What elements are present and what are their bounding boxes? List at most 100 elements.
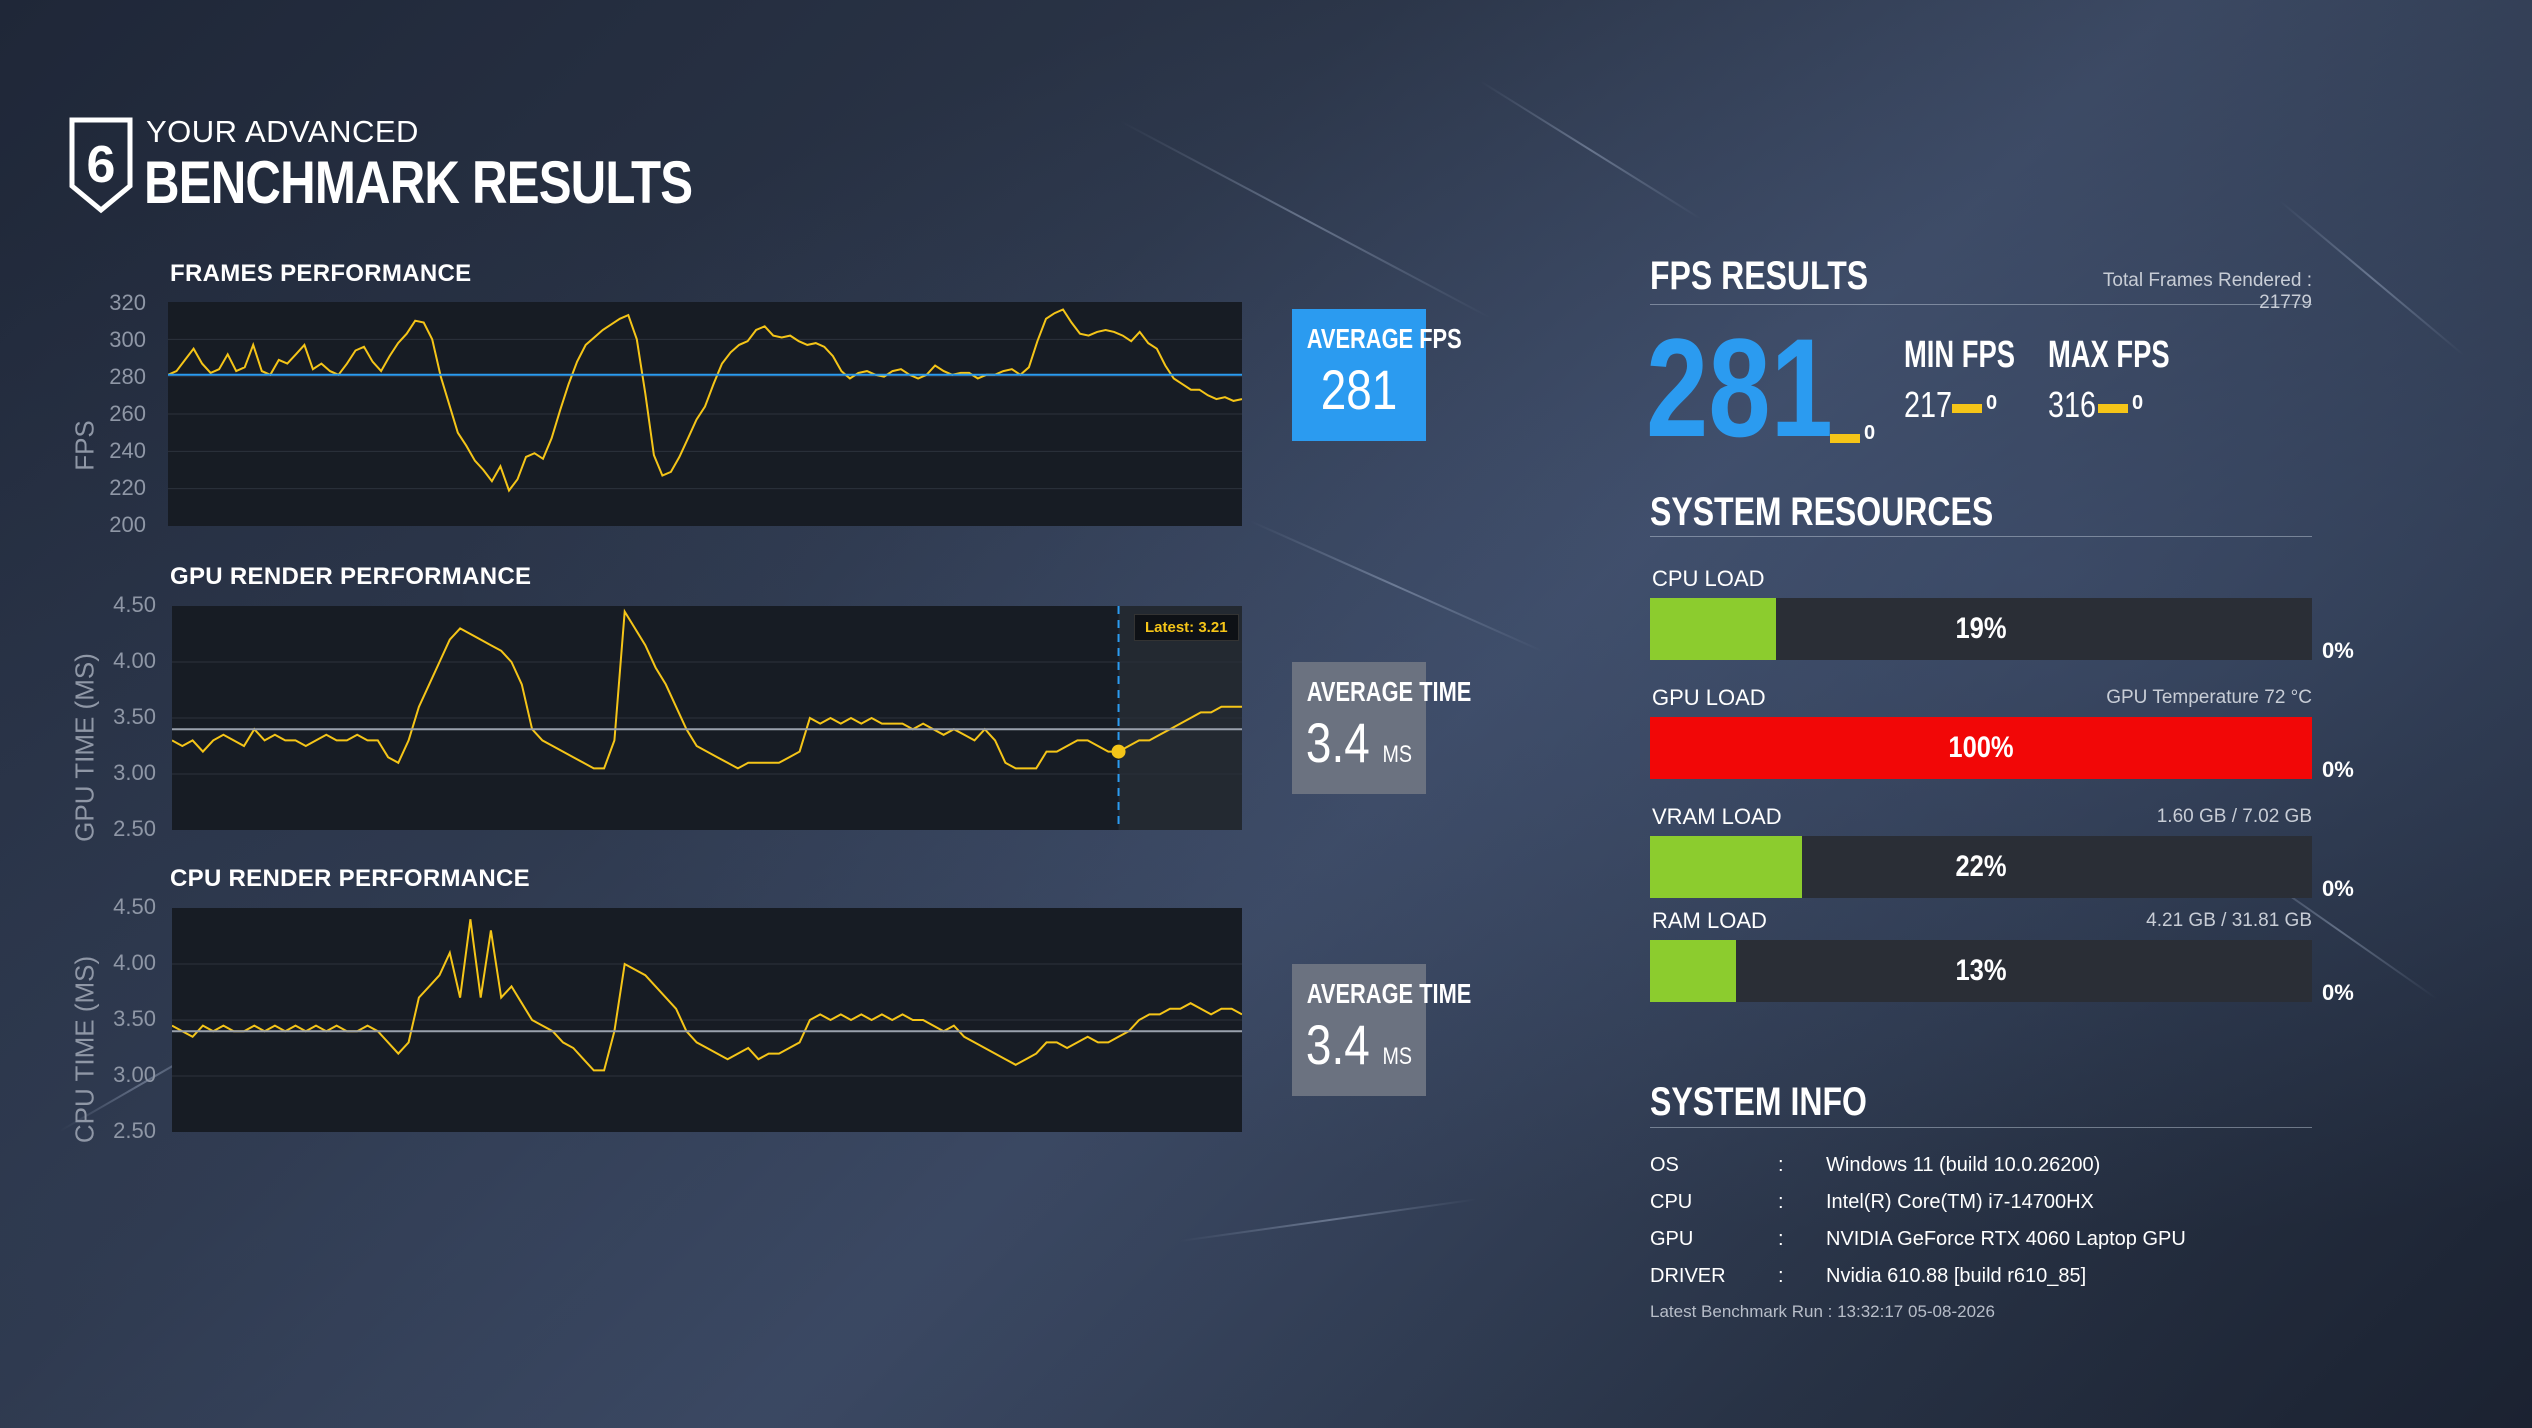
info-separator: : xyxy=(1778,1191,1784,1213)
average-cpu-time-card: AVERAGE TIME 3.4 MS xyxy=(1292,964,1472,1096)
resource-label: CPU LOAD xyxy=(1652,566,1765,591)
logo-digit: 6 xyxy=(87,136,116,194)
cpu-chart-title: CPU RENDER PERFORMANCE xyxy=(170,865,530,892)
cpu-chart xyxy=(171,908,1243,1132)
background-streak xyxy=(1179,1198,1478,1242)
resource-gpu-load: GPU LOAD GPU Temperature 72 °C 100% 0% xyxy=(1650,685,2370,782)
y-tick: 4.00 xyxy=(113,950,156,975)
y-tick: 3.50 xyxy=(113,704,156,729)
frames-chart-title: FRAMES PERFORMANCE xyxy=(170,260,472,287)
max-fps-label: MAX FPS xyxy=(2048,334,2170,376)
resource-delta: 0% xyxy=(2322,638,2354,663)
info-value-gpu: NVIDIA GeForce RTX 4060 Laptop GPU xyxy=(1826,1228,2186,1250)
info-separator: : xyxy=(1778,1154,1784,1176)
resource-bar: 13% xyxy=(1650,940,2312,1002)
frames-chart-plot xyxy=(167,308,1243,493)
average-gpu-time-unit: MS xyxy=(1382,741,1413,768)
gpu-y-ticks: 4.50 4.00 3.50 3.00 2.50 xyxy=(86,592,166,841)
divider xyxy=(1650,536,2312,537)
avg-fps-delta: 0 xyxy=(1864,422,1876,444)
resource-bar-fill xyxy=(1650,836,1803,898)
resource-label: GPU LOAD xyxy=(1652,685,1766,710)
min-fps-label: MIN FPS xyxy=(1904,334,2015,376)
average-gpu-time-label: AVERAGE TIME xyxy=(1306,676,1472,707)
average-cpu-time-label: AVERAGE TIME xyxy=(1306,978,1472,1009)
average-fps-value: 281 xyxy=(1320,358,1398,421)
system-info-title: SYSTEM INFO xyxy=(1650,1080,1867,1124)
resource-cpu-load: CPU LOAD 19% 0% xyxy=(1650,566,2370,663)
y-tick: 240 xyxy=(109,438,146,463)
max-fps-value: 316 xyxy=(2048,384,2097,425)
frames-y-ticks: 320 300 280 260 240 220 200 xyxy=(76,290,156,537)
min-fps-value: 217 xyxy=(1904,384,1953,425)
divider xyxy=(1650,304,2312,305)
latest-point xyxy=(1111,744,1126,759)
resource-vram-load: VRAM LOAD 1.60 GB / 7.02 GB 22% 0% xyxy=(1650,804,2370,901)
series-line xyxy=(171,919,1243,1072)
resource-label: VRAM LOAD xyxy=(1652,804,1782,829)
background-streak xyxy=(1479,80,1702,220)
resource-delta: 0% xyxy=(2322,980,2354,1005)
title-small: YOUR ADVANCED xyxy=(146,114,419,149)
resource-label: RAM LOAD xyxy=(1652,908,1767,933)
gpu-chart-plot xyxy=(171,606,1242,830)
info-value-driver: Nvidia 610.88 [build r610_85] xyxy=(1826,1265,2087,1287)
series-line xyxy=(167,308,1243,493)
series-line xyxy=(171,608,1242,770)
resource-ram-load: RAM LOAD 4.21 GB / 31.81 GB 13% 0% xyxy=(1650,908,2370,1005)
y-tick: 2.50 xyxy=(113,816,156,841)
info-separator: : xyxy=(1778,1228,1784,1250)
y-tick: 2.50 xyxy=(113,1118,156,1143)
background-streak xyxy=(1119,120,1492,320)
y-tick: 320 xyxy=(109,290,146,315)
max-fps-delta: 0 xyxy=(2132,392,2144,414)
gpu-chart-title: GPU RENDER PERFORMANCE xyxy=(170,563,532,590)
resource-percent: 100% xyxy=(1948,731,2014,764)
latest-benchmark-run: Latest Benchmark Run : 13:32:17 05-08-20… xyxy=(1650,1302,1995,1321)
divider xyxy=(1650,1127,2312,1128)
resource-percent: 13% xyxy=(1955,954,2007,987)
average-gpu-time-card: AVERAGE TIME 3.4 MS xyxy=(1292,662,1472,794)
y-tick: 4.50 xyxy=(113,894,156,919)
y-tick: 300 xyxy=(109,327,146,352)
y-tick: 3.00 xyxy=(113,760,156,785)
resource-bar-fill xyxy=(1650,940,1737,1002)
y-tick: 4.00 xyxy=(113,648,156,673)
resource-bar-fill xyxy=(1650,598,1776,660)
cpu-chart-plot xyxy=(171,919,1243,1077)
average-cpu-time-unit: MS xyxy=(1382,1043,1413,1070)
resource-bar: 22% xyxy=(1650,836,2312,898)
resource-delta: 0% xyxy=(2322,757,2354,782)
y-tick: 220 xyxy=(109,475,146,500)
info-key-cpu: CPU xyxy=(1650,1191,1693,1213)
ram-usage: 4.21 GB / 31.81 GB xyxy=(2146,910,2312,931)
resource-percent: 19% xyxy=(1955,612,2007,645)
avg-delta-dash-icon xyxy=(1830,434,1860,443)
info-key-driver: DRIVER xyxy=(1650,1265,1726,1287)
page-title: BENCHMARK RESULTS xyxy=(144,149,693,216)
total-frames: Total Frames Rendered : 21779 xyxy=(2102,270,2312,313)
average-fps-card: AVERAGE FPS 281 xyxy=(1292,309,1462,441)
min-fps-delta: 0 xyxy=(1986,392,1998,414)
info-key-os: OS xyxy=(1650,1154,1679,1176)
latest-highlight-region xyxy=(1118,606,1242,830)
y-tick: 200 xyxy=(109,512,146,537)
max-delta-dash-icon xyxy=(2098,404,2128,413)
fps-results-title: FPS RESULTS xyxy=(1650,254,1869,298)
resource-bar: 100% xyxy=(1650,717,2312,779)
rainbow-six-logo: 6 xyxy=(68,116,134,214)
vram-usage: 1.60 GB / 7.02 GB xyxy=(2156,806,2312,827)
info-value-os: Windows 11 (build 10.0.26200) xyxy=(1826,1154,2101,1176)
gpu-chart xyxy=(171,606,1242,830)
background-streak xyxy=(1249,520,1543,653)
resource-bar: 19% xyxy=(1650,598,2312,660)
system-resources-title: SYSTEM RESOURCES xyxy=(1650,490,1994,534)
average-fps-label: AVERAGE FPS xyxy=(1306,323,1462,354)
average-cpu-time-value: 3.4 xyxy=(1305,1013,1370,1076)
y-tick: 3.50 xyxy=(113,1006,156,1031)
avg-fps-big: 281 xyxy=(1646,309,1833,466)
frames-chart xyxy=(167,302,1243,526)
min-delta-dash-icon xyxy=(1952,404,1982,413)
y-tick: 3.00 xyxy=(113,1062,156,1087)
info-value-cpu: Intel(R) Core(TM) i7-14700HX xyxy=(1826,1191,2094,1213)
